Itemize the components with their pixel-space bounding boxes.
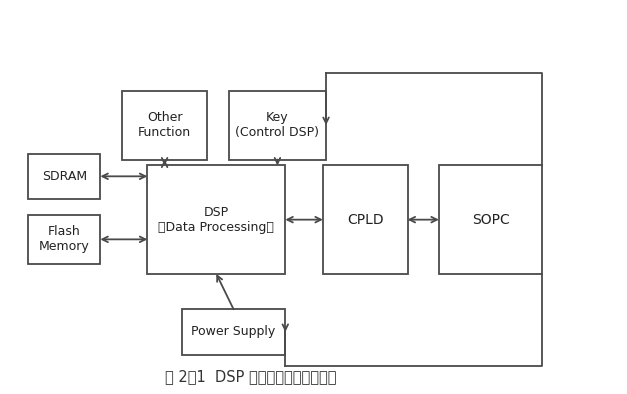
Text: SDRAM: SDRAM (42, 170, 87, 183)
Text: Key
(Control DSP): Key (Control DSP) (236, 111, 319, 139)
Text: Flash
Memory: Flash Memory (39, 225, 90, 253)
Bar (28, 154, 100, 199)
Text: Power Supply: Power Supply (191, 325, 276, 338)
Text: SOPC: SOPC (472, 213, 510, 227)
Bar (28, 215, 100, 264)
Bar (323, 165, 408, 274)
Text: DSP
（Data Processing）: DSP （Data Processing） (159, 206, 274, 234)
Bar (122, 91, 207, 160)
Bar (147, 165, 285, 274)
Text: CPLD: CPLD (347, 213, 384, 227)
Text: Other
Function: Other Function (138, 111, 191, 139)
Text: 图 2－1  DSP 图像处理模块系统框图: 图 2－1 DSP 图像处理模块系统框图 (165, 369, 337, 384)
Bar (229, 91, 326, 160)
Bar (439, 165, 542, 274)
Bar (182, 309, 285, 355)
